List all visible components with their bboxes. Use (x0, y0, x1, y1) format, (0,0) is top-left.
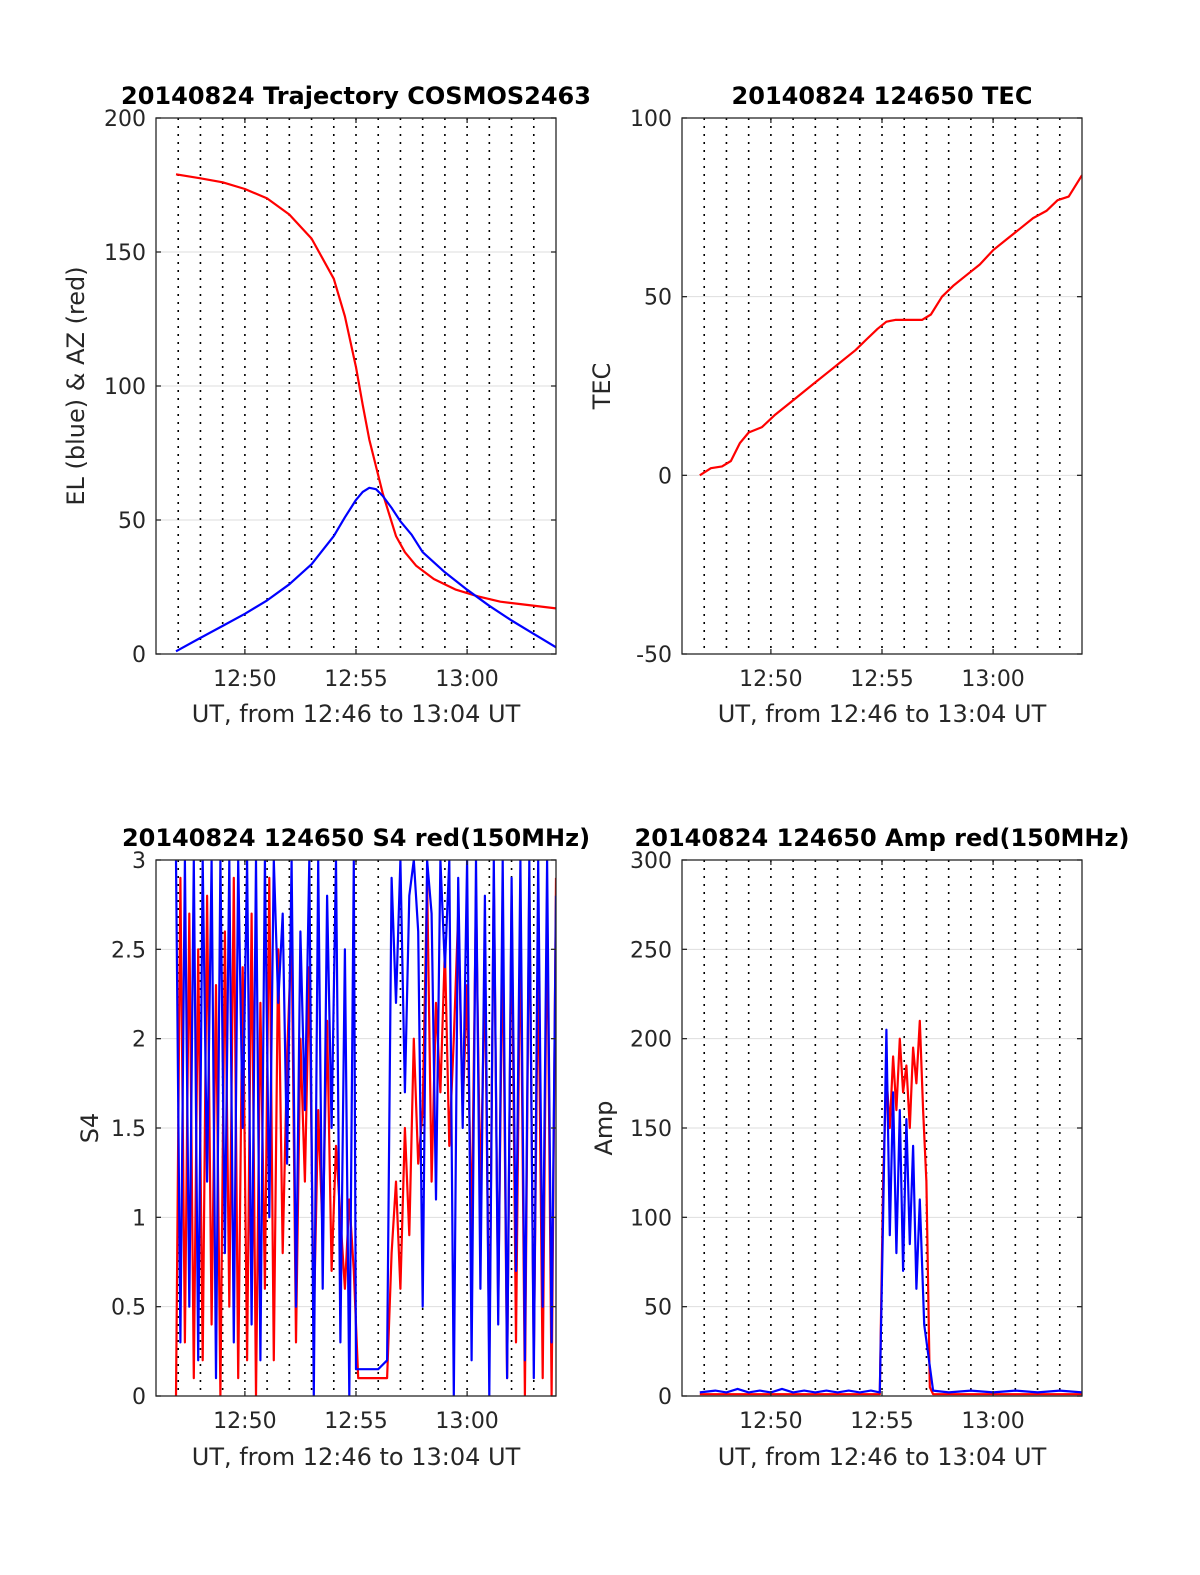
panel-trajectory: 20140824 Trajectory COSMOS2463 UT, from … (62, 82, 591, 728)
y-tick-label: 0.5 (111, 1296, 146, 1321)
panel-amp-title: 20140824 124650 Amp red(150MHz) (635, 824, 1130, 852)
y-tick-label: 200 (104, 107, 146, 132)
y-tick-label: 150 (630, 1117, 672, 1142)
y-tick-label: 250 (630, 938, 672, 963)
y-tick-label: 150 (104, 241, 146, 266)
panel-s4-xlabel: UT, from 12:46 to 13:04 UT (192, 1443, 521, 1471)
series-line (699, 1028, 1082, 1394)
panel-amp-xlabel: UT, from 12:46 to 13:04 UT (718, 1443, 1047, 1471)
x-tick-label: 12:55 (850, 1409, 913, 1434)
panel-tec-title: 20140824 124650 TEC (732, 82, 1033, 110)
y-tick-label: 200 (630, 1028, 672, 1053)
series-line (174, 860, 556, 1396)
panel-amp-ylabel: Amp (590, 1100, 618, 1155)
y-tick-label: 1.5 (111, 1117, 146, 1142)
y-tick-label: 100 (104, 375, 146, 400)
y-tick-label: 100 (630, 107, 672, 132)
y-tick-label: 50 (644, 1296, 672, 1321)
x-tick-label: 13:00 (435, 667, 498, 692)
x-tick-label: 12:50 (739, 1409, 802, 1434)
y-tick-label: 1 (132, 1206, 146, 1231)
panel-s4: 20140824 124650 S4 red(150MHz) UT, from … (76, 824, 590, 1471)
panel-tec: 20140824 124650 TEC UT, from 12:46 to 13… (588, 82, 1083, 728)
y-tick-label: 2 (132, 1028, 146, 1053)
y-tick-label: 300 (630, 849, 672, 874)
series-line (175, 173, 556, 610)
y-tick-label: 50 (644, 286, 672, 311)
panel-trajectory-ylabel: EL (blue) & AZ (red) (62, 266, 90, 505)
panel-s4-ylabel: S4 (76, 1113, 104, 1144)
panel-tec-ylabel: TEC (588, 363, 616, 411)
y-tick-label: 0 (132, 643, 146, 668)
y-tick-label: 50 (118, 509, 146, 534)
panel-amp: 20140824 124650 Amp red(150MHz) UT, from… (590, 824, 1129, 1471)
panel-trajectory-title: 20140824 Trajectory COSMOS2463 (121, 82, 591, 110)
panel-tec-xlabel: UT, from 12:46 to 13:04 UT (718, 700, 1047, 728)
x-tick-label: 12:50 (213, 1409, 276, 1434)
y-tick-label: 2.5 (111, 938, 146, 963)
y-tick-label: 0 (658, 1385, 672, 1410)
y-tick-label: 100 (630, 1206, 672, 1231)
y-tick-label: 3 (132, 849, 146, 874)
x-tick-label: 13:00 (961, 1409, 1024, 1434)
panel-s4-title: 20140824 124650 S4 red(150MHz) (122, 824, 590, 852)
series-line (175, 486, 556, 653)
x-tick-label: 12:50 (213, 667, 276, 692)
x-tick-label: 12:50 (739, 667, 802, 692)
x-tick-label: 12:55 (324, 667, 387, 692)
x-tick-label: 13:00 (961, 667, 1024, 692)
series-line (699, 174, 1082, 477)
y-tick-label: -50 (636, 643, 672, 668)
x-tick-label: 12:55 (324, 1409, 387, 1434)
panel-trajectory-xlabel: UT, from 12:46 to 13:04 UT (192, 700, 521, 728)
x-tick-label: 12:55 (850, 667, 913, 692)
y-tick-label: 0 (132, 1385, 146, 1410)
x-tick-label: 13:00 (435, 1409, 498, 1434)
y-tick-label: 0 (658, 464, 672, 489)
